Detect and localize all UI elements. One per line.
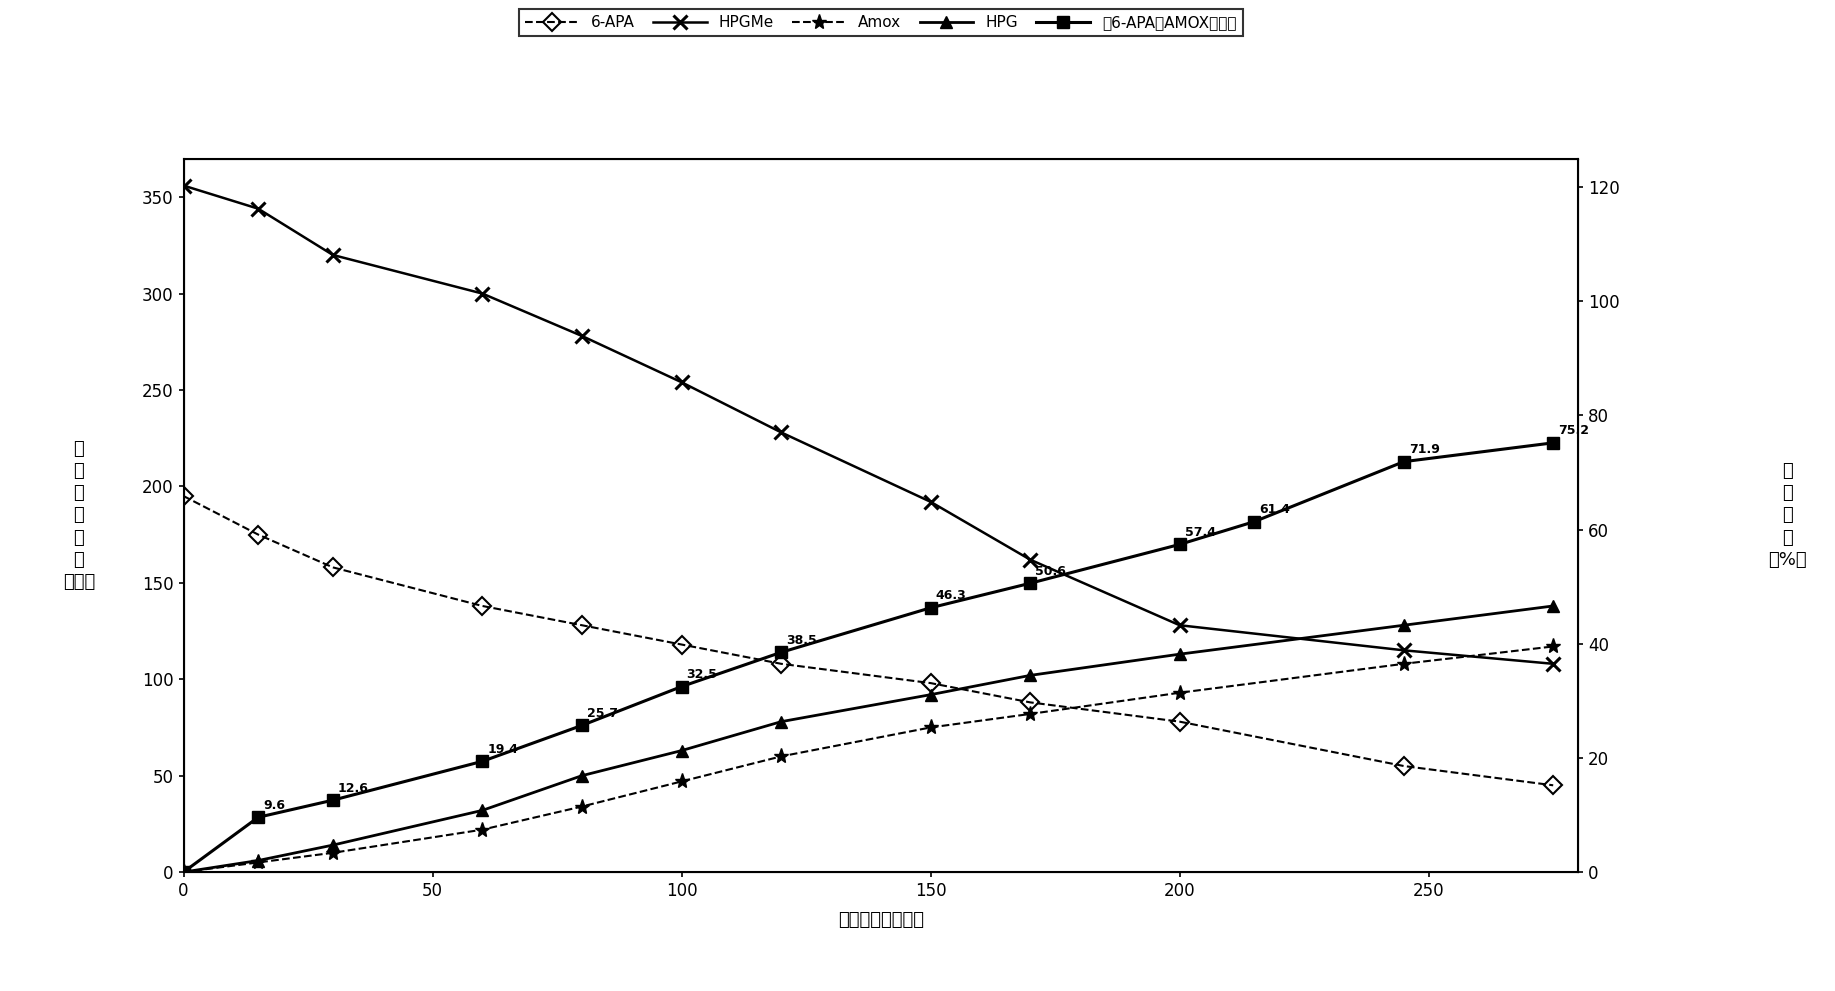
6-APA xyxy=(472,600,494,611)
Amox xyxy=(1018,708,1040,719)
HPG xyxy=(1169,648,1191,660)
Amox xyxy=(670,776,692,788)
HPGMe xyxy=(172,179,195,191)
Amox xyxy=(1393,658,1415,670)
HPG xyxy=(1018,670,1040,682)
Text: 25.7: 25.7 xyxy=(587,707,618,719)
Amox xyxy=(1169,687,1191,699)
X-axis label: 反应时间（分钟）: 反应时间（分钟） xyxy=(839,911,923,929)
Text: 9.6: 9.6 xyxy=(262,799,284,812)
由6-APA向AMOX的转化 xyxy=(172,866,195,878)
HPG xyxy=(248,854,270,866)
由6-APA向AMOX的转化 xyxy=(472,755,494,767)
Amox xyxy=(472,824,494,835)
Text: 38.5: 38.5 xyxy=(785,634,817,647)
HPGMe xyxy=(1393,644,1415,656)
Amox xyxy=(321,847,343,859)
Text: 19.4: 19.4 xyxy=(488,743,517,756)
由6-APA向AMOX的转化 xyxy=(1393,456,1415,468)
HPG xyxy=(321,839,343,851)
由6-APA向AMOX的转化 xyxy=(1244,515,1266,527)
Text: 12.6: 12.6 xyxy=(338,782,369,795)
6-APA xyxy=(771,658,793,670)
由6-APA向AMOX的转化 xyxy=(919,602,941,613)
HPG xyxy=(1393,619,1415,631)
HPG xyxy=(472,805,494,817)
6-APA xyxy=(571,619,593,631)
HPGMe xyxy=(771,426,793,438)
Text: 71.9: 71.9 xyxy=(1409,443,1440,456)
Line: HPG: HPG xyxy=(178,601,1558,878)
Amox xyxy=(172,866,195,878)
由6-APA向AMOX的转化 xyxy=(321,794,343,806)
HPG xyxy=(1541,600,1563,611)
6-APA xyxy=(321,562,343,574)
Amox xyxy=(919,721,941,733)
HPGMe xyxy=(472,287,494,299)
Amox xyxy=(248,856,270,868)
HPGMe xyxy=(919,496,941,507)
Amox xyxy=(771,750,793,762)
HPG xyxy=(919,689,941,701)
6-APA xyxy=(248,528,270,540)
Text: 57.4: 57.4 xyxy=(1185,526,1215,539)
Text: 转
化
程
度
（%）: 转 化 程 度 （%） xyxy=(1767,462,1807,569)
由6-APA向AMOX的转化 xyxy=(571,719,593,731)
HPG xyxy=(771,716,793,727)
6-APA xyxy=(1393,760,1415,772)
6-APA xyxy=(1018,697,1040,709)
Text: 46.3: 46.3 xyxy=(936,590,967,603)
Text: 61.4: 61.4 xyxy=(1259,503,1290,516)
6-APA xyxy=(919,677,941,689)
Line: 由6-APA向AMOX的转化: 由6-APA向AMOX的转化 xyxy=(178,437,1558,878)
Text: 75.2: 75.2 xyxy=(1558,424,1589,437)
Amox xyxy=(1541,640,1563,652)
HPGMe xyxy=(670,377,692,388)
Line: Amox: Amox xyxy=(176,639,1562,880)
由6-APA向AMOX的转化 xyxy=(670,681,692,693)
HPGMe xyxy=(321,249,343,261)
HPGMe xyxy=(1169,619,1191,631)
HPGMe xyxy=(1018,554,1040,566)
由6-APA向AMOX的转化 xyxy=(1018,578,1040,590)
由6-APA向AMOX的转化 xyxy=(771,646,793,658)
HPG xyxy=(670,744,692,756)
由6-APA向AMOX的转化 xyxy=(1169,538,1191,550)
Line: HPGMe: HPGMe xyxy=(176,178,1560,671)
HPG xyxy=(172,866,195,878)
Text: 50.6: 50.6 xyxy=(1035,565,1066,578)
Text: 32.5: 32.5 xyxy=(686,668,717,681)
HPGMe xyxy=(248,203,270,215)
Amox xyxy=(571,801,593,813)
HPGMe xyxy=(1541,658,1563,670)
HPGMe xyxy=(571,330,593,342)
Legend: 6-APA, HPGMe, Amox, HPG, 由6-APA向AMOX的转化: 6-APA, HPGMe, Amox, HPG, 由6-APA向AMOX的转化 xyxy=(519,9,1242,37)
HPG xyxy=(571,770,593,782)
6-APA xyxy=(1541,779,1563,791)
6-APA xyxy=(172,491,195,502)
Line: 6-APA: 6-APA xyxy=(178,490,1560,792)
由6-APA向AMOX的转化 xyxy=(1541,437,1563,449)
Text: 反
应
物
的
转
化
（量）: 反 应 物 的 转 化 （量） xyxy=(62,440,95,591)
6-APA xyxy=(670,638,692,650)
由6-APA向AMOX的转化 xyxy=(248,812,270,824)
6-APA xyxy=(1169,716,1191,727)
